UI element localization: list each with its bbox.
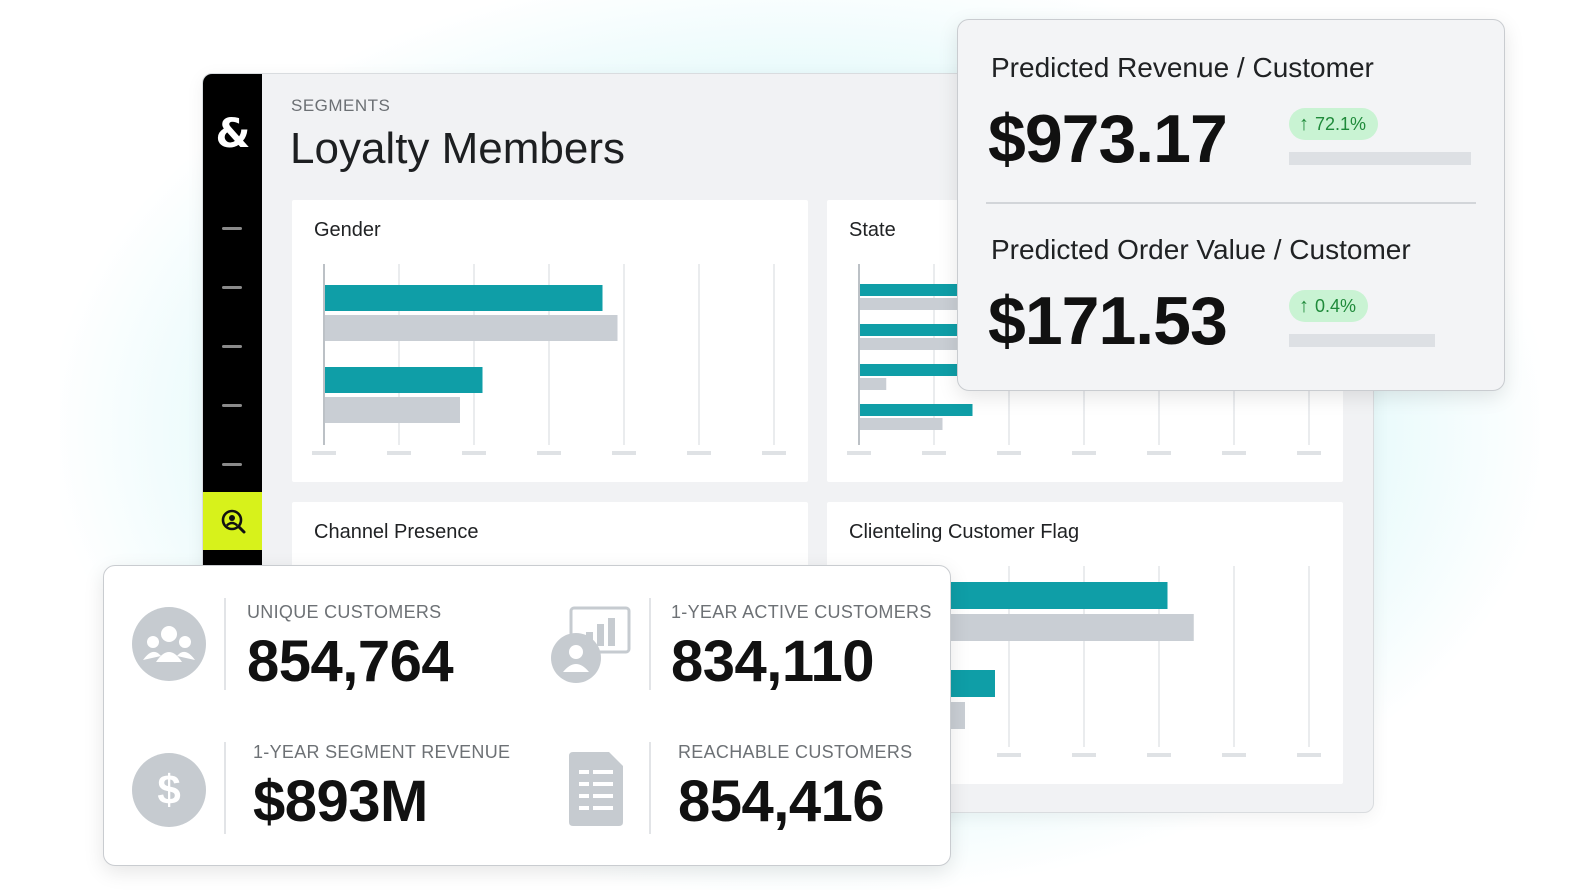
card-title: Gender [314, 219, 381, 241]
bar[interactable] [325, 315, 618, 341]
tick-mark [312, 451, 336, 455]
breadcrumb[interactable]: SEGMENTS [291, 96, 391, 115]
tick-mark [1147, 451, 1171, 455]
separator [224, 742, 226, 834]
tick-mark [1072, 753, 1096, 757]
brand-logo[interactable]: & [215, 111, 251, 157]
unique-customers-label: UNIQUE CUSTOMERS [247, 602, 442, 622]
tick-mark [847, 451, 871, 455]
tick-mark [537, 451, 561, 455]
revenue-placeholder-bar [1289, 152, 1471, 165]
state-chart [847, 264, 1321, 455]
predicted-revenue-label: Predicted Revenue / Customer [991, 52, 1374, 83]
tick-mark [387, 451, 411, 455]
tick-mark [1297, 451, 1321, 455]
bar[interactable] [860, 404, 973, 416]
tick-mark [1147, 753, 1171, 757]
sidebar-nav-item-5[interactable] [222, 463, 242, 466]
page-title: Loyalty Members [290, 124, 626, 173]
predicted-revenue-value: $973.17 [988, 101, 1228, 177]
separator [224, 598, 226, 690]
order-value-change-badge: ↑ 0.4% [1289, 290, 1369, 322]
predicted-order-value: $171.53 [988, 283, 1228, 359]
active-customers-value: 834,110 [671, 629, 874, 694]
customer-stats-card: UNIQUE CUSTOMERS 854,764 1-YEAR ACTIVE C… [103, 565, 951, 866]
dollar-icon: $ [132, 753, 206, 827]
revenue-change-badge: ↑ 72.1% [1289, 108, 1379, 140]
tick-mark [612, 451, 636, 455]
bar[interactable] [860, 324, 980, 336]
card-title: Channel Presence [314, 521, 479, 543]
audience-search-icon [221, 509, 245, 534]
separator [649, 598, 651, 690]
bar[interactable] [860, 418, 943, 430]
bar[interactable] [860, 338, 980, 350]
order-value-change-value: 0.4% [1315, 295, 1357, 316]
card-title: Clienteling Customer Flag [849, 521, 1080, 543]
bar[interactable] [325, 397, 460, 423]
reachable-customers-label: REACHABLE CUSTOMERS [678, 742, 913, 762]
tick-mark [997, 451, 1021, 455]
tick-mark [1072, 451, 1096, 455]
sidebar-item-segments-active[interactable] [203, 492, 262, 550]
sidebar-nav-item-2[interactable] [222, 286, 242, 289]
tick-mark [1222, 753, 1246, 757]
user-chart-icon [551, 606, 631, 683]
sidebar-nav-item-1[interactable] [222, 227, 242, 230]
tick-mark [1222, 451, 1246, 455]
segment-revenue-value: $893M [253, 769, 428, 834]
document-icon [569, 752, 623, 826]
bar[interactable] [325, 367, 483, 393]
tick-mark [922, 451, 946, 455]
predicted-order-value-label: Predicted Order Value / Customer [991, 234, 1411, 265]
segment-revenue-label: 1-YEAR SEGMENT REVENUE [253, 742, 511, 762]
bar[interactable] [860, 298, 965, 310]
revenue-change-value: 72.1% [1315, 113, 1367, 134]
unique-customers-value: 854,764 [247, 629, 454, 694]
svg-text:$: $ [157, 766, 180, 813]
sidebar-nav-item-3[interactable] [222, 345, 242, 348]
tick-mark [687, 451, 711, 455]
card-title: State [849, 219, 896, 241]
predicted-metrics-card: Predicted Revenue / Customer $973.17 ↑ 7… [957, 19, 1505, 391]
reachable-customers-value: 854,416 [678, 769, 885, 834]
bar[interactable] [860, 378, 887, 390]
bar[interactable] [325, 285, 603, 311]
tick-mark [462, 451, 486, 455]
divider [986, 202, 1476, 204]
tick-mark [762, 451, 786, 455]
bar[interactable] [860, 364, 965, 376]
arrow-up-icon: ↑ [1299, 112, 1309, 135]
separator [649, 742, 651, 834]
sidebar-nav-item-4[interactable] [222, 404, 242, 407]
user-group-icon [132, 607, 206, 681]
order-value-placeholder-bar [1289, 334, 1435, 347]
arrow-up-icon: ↑ [1299, 294, 1309, 317]
tick-mark [997, 753, 1021, 757]
gender-chart [312, 264, 786, 455]
active-customers-label: 1-YEAR ACTIVE CUSTOMERS [671, 602, 932, 622]
gender-card: Gender [292, 200, 808, 482]
tick-mark [1297, 753, 1321, 757]
